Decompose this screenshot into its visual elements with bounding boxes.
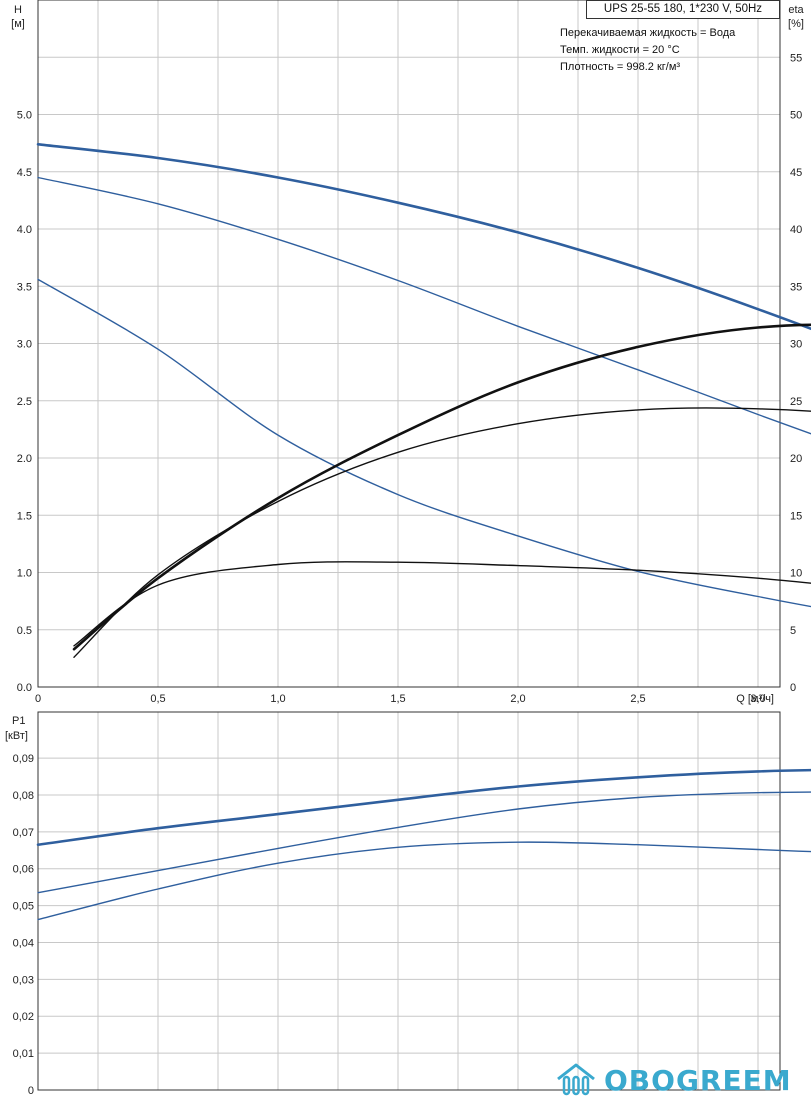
y-right-tick-label: 25 — [790, 396, 802, 408]
y-right-axis-label: eta — [788, 4, 804, 16]
power-curve-1 — [36, 768, 811, 846]
head-curve-1 — [36, 143, 811, 331]
y-tick-label: 4.5 — [17, 167, 32, 179]
plot-frame-top — [37, 0, 781, 688]
x-tick-label: 1,5 — [390, 693, 405, 705]
p1-tick-label: 0,09 — [13, 753, 34, 765]
head-curve-2 — [37, 176, 811, 435]
p1-tick-label: 0,04 — [13, 937, 34, 949]
y-tick-label: 5.0 — [17, 110, 32, 122]
p1-tick-label: 0,02 — [13, 1011, 34, 1023]
y-right-tick-label: 50 — [790, 110, 802, 122]
p1-tick-label: 0,01 — [13, 1048, 34, 1060]
efficiency-curve-4 — [72, 323, 811, 651]
brand-logo: OBOGREEM — [556, 1062, 792, 1098]
y-axis-label: H — [14, 4, 22, 16]
y-tick-label: 0.5 — [17, 625, 32, 637]
x-tick-label: 2,5 — [630, 693, 645, 705]
power-curve-2 — [37, 791, 811, 894]
density-info: Плотность = 998.2 кг/м³ — [560, 61, 681, 73]
y-tick-label: 1.5 — [17, 510, 32, 522]
logo-text: OBOGREEM — [604, 1063, 792, 1097]
y-right-tick-label: 10 — [790, 568, 802, 580]
y-right-tick-label: 45 — [790, 167, 802, 179]
p1-tick-label: 0,05 — [13, 901, 34, 913]
y-right-tick-label: 5 — [790, 625, 796, 637]
y-tick-label: 4.0 — [17, 224, 32, 236]
p1-axis-unit: [кВт] — [5, 730, 28, 742]
y-tick-label: 2.0 — [17, 453, 32, 465]
efficiency-curve-5 — [73, 407, 811, 658]
y-tick-label: 1.0 — [17, 568, 32, 580]
temperature-info: Темп. жидкости = 20 °C — [560, 44, 680, 56]
p1-tick-label: 0,06 — [13, 864, 34, 876]
head-curve-3 — [37, 278, 811, 608]
p1-axis-label: P1 — [12, 715, 25, 727]
y-tick-label: 3.0 — [17, 339, 32, 351]
y-right-tick-label: 35 — [790, 281, 802, 293]
x-tick-label: 0,5 — [150, 693, 165, 705]
y-right-tick-label: 55 — [790, 52, 802, 64]
x-tick-label: 0 — [35, 693, 41, 705]
x-tick-label: 3,0 — [750, 693, 765, 705]
power-curve-3 — [37, 841, 811, 921]
plot-frame-bottom — [37, 711, 781, 1091]
x-tick-label: 1,0 — [270, 693, 285, 705]
y-right-tick-label: 40 — [790, 224, 802, 236]
y-right-tick-label: 20 — [790, 453, 802, 465]
p1-tick-label: 0,07 — [13, 827, 34, 839]
pump-model-label: UPS 25-55 180, 1*230 V, 50Hz — [586, 0, 780, 19]
y-right-tick-label: 0 — [790, 682, 796, 694]
y-axis-unit: [м] — [11, 18, 25, 30]
y-right-tick-label: 15 — [790, 510, 802, 522]
p1-tick-label: 0,03 — [13, 974, 34, 986]
x-tick-label: 2,0 — [510, 693, 525, 705]
fluid-info: Перекачиваемая жидкость = Вода — [560, 27, 736, 39]
y-tick-label: 2.5 — [17, 396, 32, 408]
y-tick-label: 3.5 — [17, 281, 32, 293]
p1-tick-label: 0,08 — [13, 790, 34, 802]
house-radiator-icon — [557, 1063, 595, 1096]
y-right-tick-label: 30 — [790, 339, 802, 351]
efficiency-curve-6 — [73, 561, 811, 647]
p1-tick-label: 0 — [28, 1085, 34, 1097]
x-axis-label: Q [м³/ч] — [736, 693, 774, 705]
y-right-axis-unit: [%] — [788, 18, 804, 30]
y-tick-label: 0.0 — [17, 682, 32, 694]
